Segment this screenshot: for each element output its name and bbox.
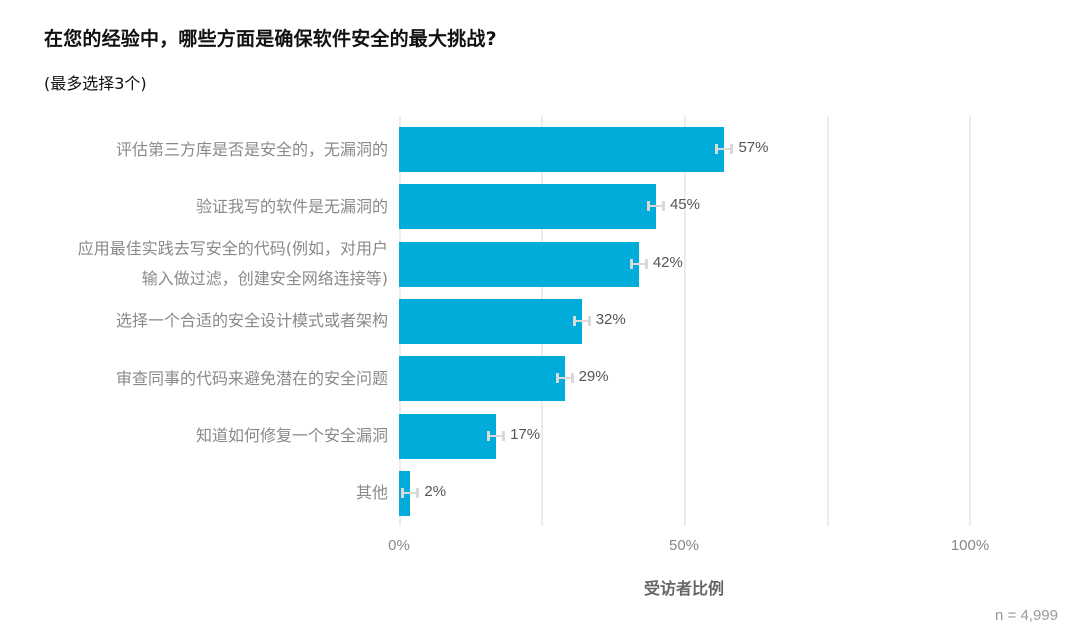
- error-bar: [555, 373, 574, 384]
- category-label-line: 其他: [355, 483, 388, 503]
- category-label-line: 选择一个合适的安全设计模式或者架构: [115, 311, 388, 331]
- value-label: 57%: [738, 139, 769, 156]
- category-label-line: 输入做过滤，创建安全网络连接等): [141, 269, 388, 289]
- category-label: 知道如何修复一个安全漏洞: [196, 421, 388, 451]
- bar: [399, 298, 582, 344]
- category-label-line: 应用最佳实践去写安全的代码(例如，对用户: [77, 239, 388, 259]
- value-label: 2%: [424, 482, 447, 500]
- gridline-100: [969, 116, 971, 526]
- sample-size-note: n = 4,999: [995, 607, 1058, 624]
- chart-title: 在您的经验中，哪些方面是确保软件安全的最大挑战?: [44, 28, 497, 50]
- value-label: 29%: [578, 368, 609, 386]
- error-bar: [646, 201, 665, 212]
- category-label: 审查同事的代码来避免潜在的安全问题: [116, 364, 388, 394]
- bar: [399, 184, 656, 230]
- category-label: 选择一个合适的安全设计模式或者架构: [116, 306, 388, 336]
- error-bar: [629, 258, 648, 269]
- category-label: 其他: [356, 478, 388, 508]
- bar: [399, 413, 497, 459]
- category-label: 评估第三方库是否是安全的，无漏洞的: [116, 135, 388, 165]
- error-bar: [572, 315, 591, 326]
- category-label: 应用最佳实践去写安全的代码(例如，对用户输入做过滤，创建安全网络连接等): [78, 234, 388, 294]
- error-bar: [715, 144, 734, 154]
- x-tick-0: 0%: [388, 537, 410, 554]
- gridline-75: [827, 116, 829, 526]
- category-label-line: 审查同事的代码来避免潜在的安全问题: [115, 368, 388, 388]
- value-label: 32%: [595, 310, 626, 328]
- category-label-line: 评估第三方库是否是安全的，无漏洞的: [115, 139, 388, 159]
- value-label: 17%: [510, 425, 541, 443]
- bar: [399, 127, 725, 172]
- category-label-line: 验证我写的软件是无漏洞的: [195, 196, 388, 216]
- category-label-line: 知道如何修复一个安全漏洞: [195, 426, 388, 445]
- value-label: 45%: [669, 196, 700, 214]
- x-axis-label: 受访者比例: [643, 579, 725, 598]
- error-bar: [401, 487, 420, 498]
- plot-area: 57% 45% 42% 32% 29% 17% 2%: [399, 116, 971, 526]
- gridline-50: [684, 116, 686, 526]
- value-label: 42%: [652, 253, 683, 271]
- x-tick-100: 100%: [950, 537, 990, 554]
- bar: [399, 241, 639, 287]
- error-bar: [487, 430, 506, 441]
- x-tick-50: 50%: [668, 537, 700, 554]
- category-label: 验证我写的软件是无漏洞的: [196, 192, 388, 222]
- chart-subtitle: (最多选择3个): [44, 74, 147, 93]
- bar: [399, 356, 565, 402]
